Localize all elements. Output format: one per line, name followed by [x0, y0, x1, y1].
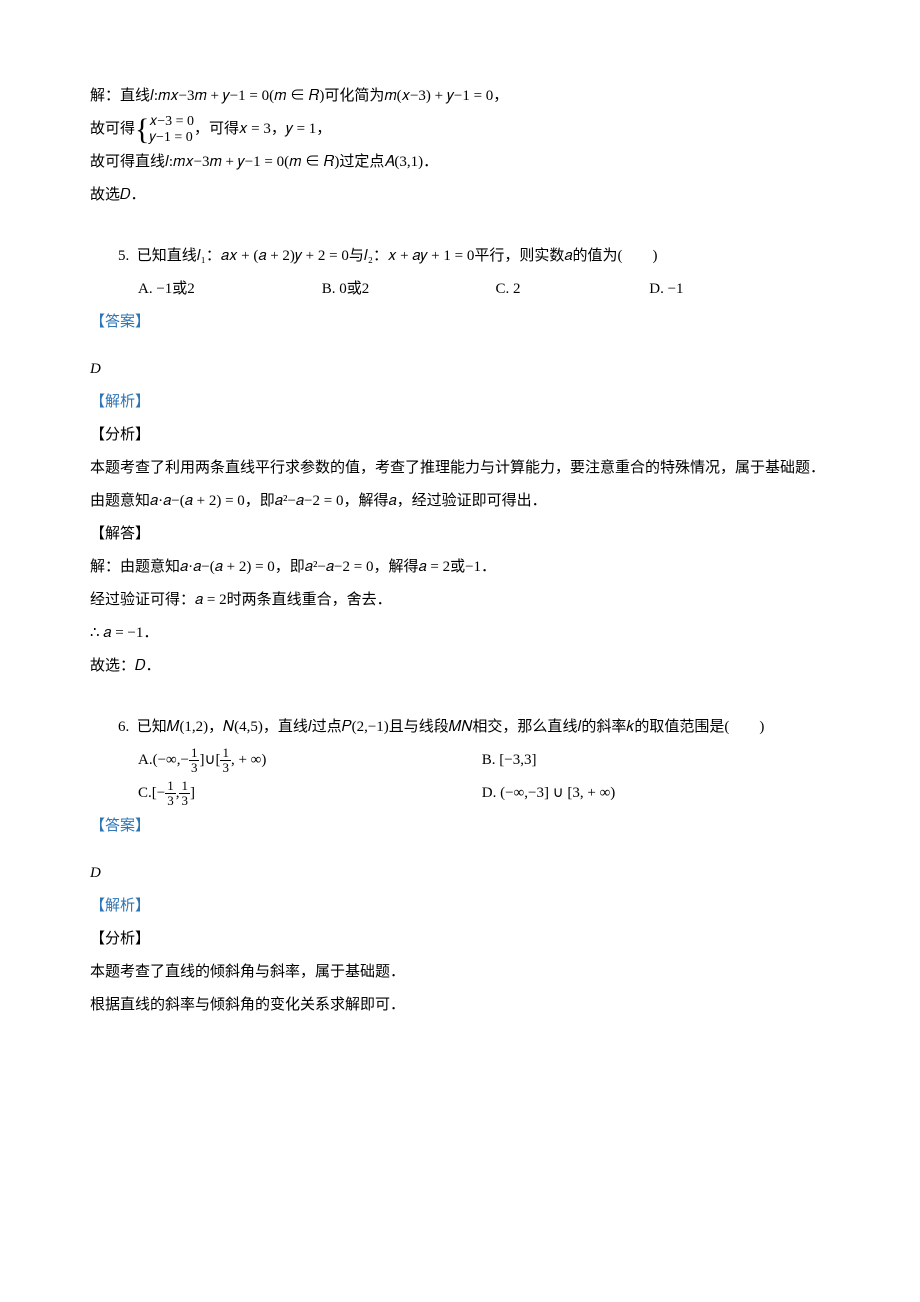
- sol4-line2: 故可得{𝑥−3 = 0𝑦−1 = 0，可得𝑥 = 3，𝑦 = 1，: [90, 113, 830, 146]
- q5-stem: 5. 已知直线𝑙₁：𝑎𝑥 + (𝑎 + 2)𝑦 + 2 = 0与𝑙₂：𝑥 + 𝑎…: [90, 240, 830, 273]
- frac-1-3a: 13: [189, 746, 200, 774]
- brace-icon: {: [135, 118, 149, 142]
- q5-fx2: 由题意知𝑎·𝑎−(𝑎 + 2) = 0，即𝑎²−𝑎−2 = 0，解得𝑎，经过验证…: [90, 485, 830, 518]
- q6-a-pre: A.: [138, 744, 153, 777]
- fenxi-label: 【分析】: [90, 419, 830, 452]
- q5-jd1: 解：由题意知𝑎·𝑎−(𝑎 + 2) = 0，即𝑎²−𝑎−2 = 0，解得𝑎 = …: [90, 551, 830, 584]
- q6-c-pre: C.: [138, 777, 152, 810]
- answer-label: 【答案】: [90, 306, 830, 339]
- q6-opt-b: B. [−3,3]: [482, 744, 822, 777]
- fenxi-label-2: 【分析】: [90, 923, 830, 956]
- frac-1-3c: 13: [165, 779, 176, 807]
- brace-row1: 𝑥−3 = 0: [149, 114, 194, 129]
- sol4-line1: 解：直线𝑙:𝑚𝑥−3𝑚 + 𝑦−1 = 0(𝑚 ∈ 𝑅)可化简为𝑚(𝑥−3) +…: [90, 80, 830, 113]
- frac-1-3b: 13: [220, 746, 231, 774]
- q5-opt-d: D. −1: [649, 273, 769, 306]
- q6-stem: 6. 已知𝑀(1,2)，𝑁(4,5)，直线𝑙过点𝑃(2,−1)且与线段𝑀𝑁相交，…: [90, 711, 830, 744]
- q5-answer: D: [90, 353, 830, 386]
- analysis-label: 【解析】: [90, 386, 830, 419]
- q6-text: 已知𝑀(1,2)，𝑁(4,5)，直线𝑙过点𝑃(2,−1)且与线段𝑀𝑁相交，那么直…: [137, 719, 765, 735]
- sol4-brace: 𝑥−3 = 0𝑦−1 = 0: [149, 114, 194, 145]
- answer-label-2: 【答案】: [90, 810, 830, 843]
- q5-num: 5.: [118, 248, 129, 264]
- q6-opt-c: C. [−13,13]: [138, 777, 478, 810]
- sol4-l2a: 故可得: [90, 121, 135, 137]
- q5-jd3: ∴ 𝑎 = −1．: [90, 617, 830, 650]
- q6-opt-a: A. (−∞,−13] ∪ [13, + ∞): [138, 744, 478, 777]
- analysis-label-2: 【解析】: [90, 890, 830, 923]
- q6-num: 6.: [118, 719, 129, 735]
- q5-opt-c: C. 2: [496, 273, 646, 306]
- q6-opt-d: D. (−∞,−3] ∪ [3, + ∞): [482, 777, 822, 810]
- q6-options-row2: C. [−13,13] D. (−∞,−3] ∪ [3, + ∞): [138, 777, 830, 810]
- q6-options-row1: A. (−∞,−13] ∪ [13, + ∞) B. [−3,3]: [138, 744, 830, 777]
- frac-1-3d: 13: [179, 779, 190, 807]
- jieda-label: 【解答】: [90, 518, 830, 551]
- q5-opt-b: B. 0或2: [322, 273, 492, 306]
- sol4-line4: 故选𝐷．: [90, 179, 830, 212]
- brace-row2: 𝑦−1 = 0: [149, 130, 192, 145]
- q5-jd4: 故选：𝐷．: [90, 650, 830, 683]
- q6-a-mid: ∪: [204, 744, 215, 777]
- q5-text: 已知直线𝑙₁：𝑎𝑥 + (𝑎 + 2)𝑦 + 2 = 0与𝑙₂：𝑥 + 𝑎𝑦 +…: [137, 248, 658, 264]
- q6-fx1: 本题考查了直线的倾斜角与斜率，属于基础题．: [90, 956, 830, 989]
- q6-answer: D: [90, 857, 830, 890]
- q5-opt-a: A. −1或2: [138, 273, 318, 306]
- sol4-l2b: ，可得𝑥 = 3，𝑦 = 1，: [194, 121, 331, 137]
- q5-jd2: 经过验证可得：𝑎 = 2时两条直线重合，舍去．: [90, 584, 830, 617]
- q6-fx2: 根据直线的斜率与倾斜角的变化关系求解即可．: [90, 989, 830, 1022]
- sol4-line3: 故可得直线𝑙:𝑚𝑥−3𝑚 + 𝑦−1 = 0(𝑚 ∈ 𝑅)过定点𝐴(3,1)．: [90, 146, 830, 179]
- q5-options: A. −1或2 B. 0或2 C. 2 D. −1: [138, 273, 830, 306]
- q5-fx1: 本题考查了利用两条直线平行求参数的值，考查了推理能力与计算能力，要注意重合的特殊…: [90, 452, 830, 485]
